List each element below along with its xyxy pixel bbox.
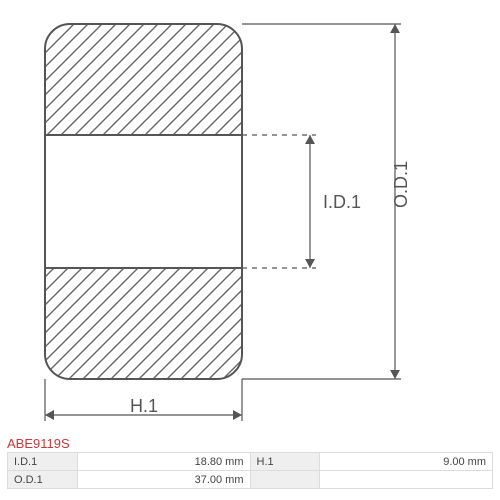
technical-drawing: H.1 I.D.1 O.D.1 xyxy=(0,0,500,432)
table-cell-key: O.D.1 xyxy=(8,471,78,489)
drawing-svg: H.1 I.D.1 O.D.1 xyxy=(0,0,500,432)
table-cell-val: 18.80 mm xyxy=(77,453,250,471)
table-cell-key: H.1 xyxy=(250,453,320,471)
table-cell-val xyxy=(320,471,493,489)
table-row: O.D.1 37.00 mm xyxy=(8,471,493,489)
table-cell-val: 9.00 mm xyxy=(320,453,493,471)
table-cell-key xyxy=(250,471,320,489)
dimension-table: I.D.1 18.80 mm H.1 9.00 mm O.D.1 37.00 m… xyxy=(7,452,493,489)
table-cell-val: 37.00 mm xyxy=(77,471,250,489)
table-row: I.D.1 18.80 mm H.1 9.00 mm xyxy=(8,453,493,471)
svg-text:O.D.1: O.D.1 xyxy=(391,161,411,208)
table-cell-key: I.D.1 xyxy=(8,453,78,471)
part-number: ABE9119S xyxy=(7,436,70,451)
svg-text:I.D.1: I.D.1 xyxy=(323,192,361,212)
svg-text:H.1: H.1 xyxy=(130,396,158,416)
